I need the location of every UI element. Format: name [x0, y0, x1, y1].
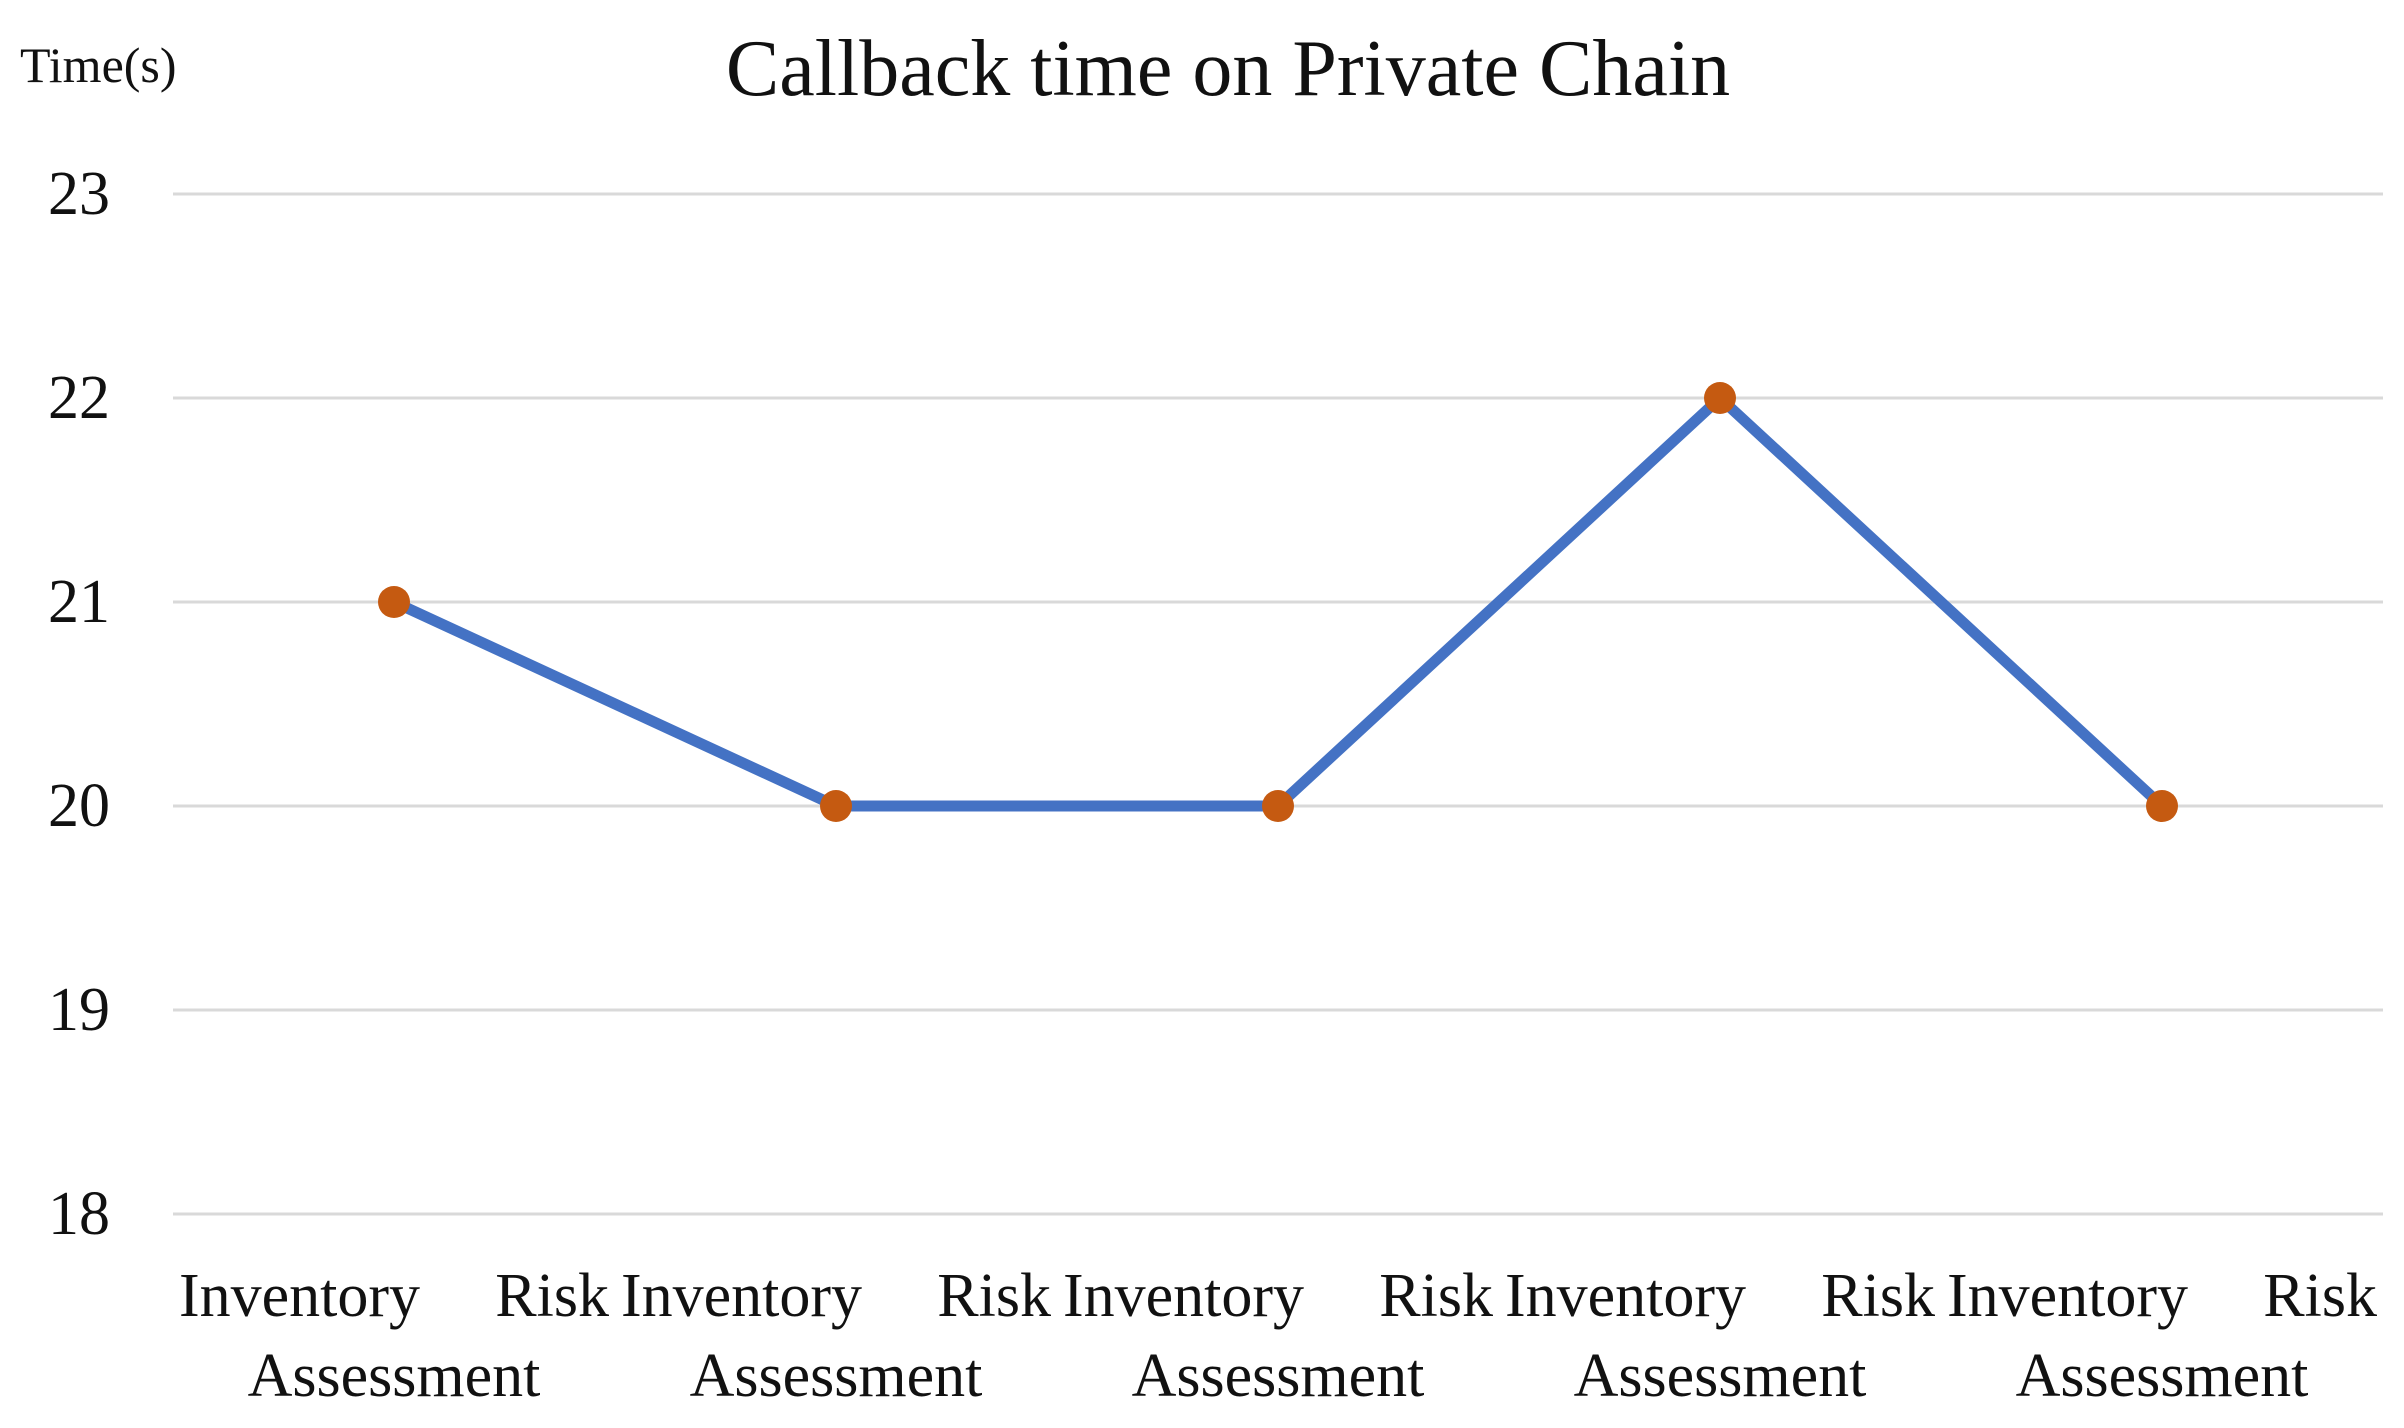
x-tick-label-word: Assessment — [1574, 1342, 1867, 1410]
y-axis-label: Time(s) — [20, 37, 177, 93]
x-tick-label-word: Assessment — [690, 1342, 983, 1410]
x-tick-label-word: Inventory — [621, 1262, 862, 1330]
y-tick-label: 23 — [48, 160, 110, 228]
data-point — [820, 790, 852, 822]
x-tick-label-word: Risk — [937, 1262, 1051, 1330]
chart-title: Callback time on Private Chain — [726, 25, 1730, 113]
x-tick-label-word: Assessment — [1132, 1342, 1425, 1410]
data-point — [1262, 790, 1294, 822]
x-tick-label-word: Risk — [495, 1262, 609, 1330]
y-tick-label: 20 — [48, 772, 110, 840]
data-point — [2146, 790, 2178, 822]
x-tick-label-word: Inventory — [1505, 1262, 1746, 1330]
x-tick-label-word: Inventory — [1947, 1262, 2188, 1330]
y-tick-label: 21 — [48, 568, 110, 636]
x-tick-label-word: Inventory — [1063, 1262, 1304, 1330]
y-tick-label: 18 — [48, 1180, 110, 1248]
y-tick-label: 19 — [48, 976, 110, 1044]
x-tick-label-word: Assessment — [2016, 1342, 2309, 1410]
x-tick-label-word: Assessment — [248, 1342, 541, 1410]
x-tick-label-word: Risk — [2263, 1262, 2377, 1330]
series-group — [378, 382, 2178, 822]
x-tick-label-word: Risk — [1379, 1262, 1493, 1330]
y-tick-label: 22 — [48, 364, 110, 432]
x-tick-label-word: Inventory — [179, 1262, 420, 1330]
data-point — [1704, 382, 1736, 414]
x-tick-label-word: Risk — [1821, 1262, 1935, 1330]
y-tick-labels: 18 19 20 21 22 23 — [48, 160, 110, 1248]
data-point — [378, 586, 410, 618]
